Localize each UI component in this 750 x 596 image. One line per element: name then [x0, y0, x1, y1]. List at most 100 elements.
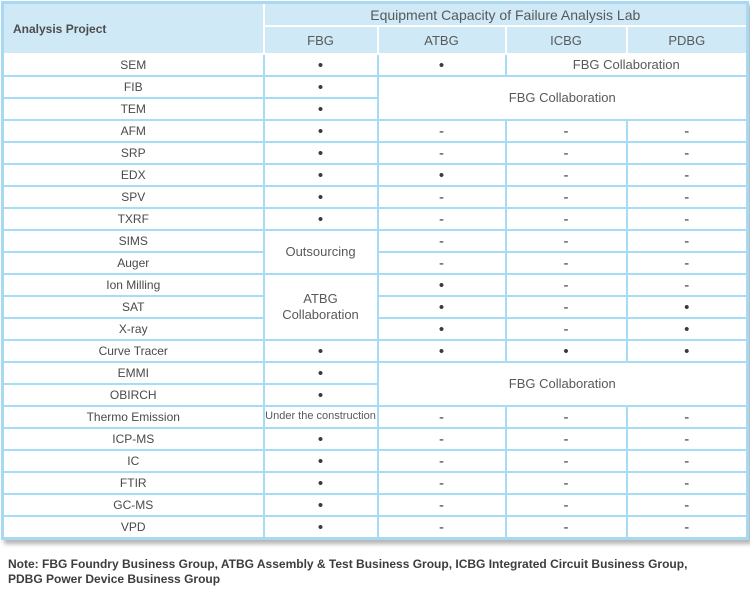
row-srp: SRP • - - - [1, 141, 749, 165]
cell-atbg: - [376, 251, 507, 275]
row-spv: SPV • - - - [1, 185, 749, 209]
col-header-icbg: ICBG [504, 25, 628, 55]
row-sat: SAT • - • [1, 295, 749, 319]
cell-atbg: - [376, 449, 507, 473]
cell-merged-collaboration: FBG Collaboration [376, 75, 749, 121]
row-icpms: ICP-MS • - - - [1, 427, 749, 451]
cell-fbg: • [262, 163, 379, 187]
footnote-line-1: Note: FBG Foundry Business Group, ATBG A… [8, 557, 688, 571]
cell-merged-collaboration: FBG Collaboration [504, 53, 749, 77]
cell-pdbg: - [625, 141, 749, 165]
cell-merged-collaboration: FBG Collaboration [376, 361, 749, 407]
row-label: Curve Tracer [1, 339, 265, 363]
cell-atbg: - [376, 141, 507, 165]
row-xray: X-ray • - • [1, 317, 749, 341]
cell-fbg: • [262, 339, 379, 363]
row-ftir: FTIR • - - - [1, 471, 749, 495]
cell-fbg: • [262, 515, 379, 540]
cell-icbg: - [504, 449, 628, 473]
cell-icbg: - [504, 427, 628, 451]
row-label: SAT [1, 295, 265, 319]
cell-fbg: • [262, 493, 379, 517]
row-label: EDX [1, 163, 265, 187]
cell-icbg: - [504, 185, 628, 209]
row-sem: SEM • • FBG Collaboration [1, 53, 749, 77]
cell-icbg: - [504, 317, 628, 341]
header-row-group: Analysis Project Equipment Capacity of F… [1, 1, 749, 55]
cell-icbg: - [504, 251, 628, 275]
cell-merged-collaboration: ATBG Collaboration [262, 273, 379, 341]
row-emmi: EMMI • FBG Collaboration [1, 361, 749, 407]
cell-atbg: • [376, 339, 507, 363]
row-label: Thermo Emission [1, 405, 265, 429]
cell-pdbg: - [625, 185, 749, 209]
row-edx: EDX • • - - [1, 163, 749, 187]
row-label: Ion Milling [1, 273, 265, 297]
cell-icbg: - [504, 229, 628, 253]
row-afm: AFM • - - - [1, 119, 749, 143]
cell-icbg: - [504, 295, 628, 319]
row-gcms: GC-MS • - - - [1, 493, 749, 517]
cell-fbg: • [262, 53, 379, 77]
row-label: FTIR [1, 471, 265, 495]
cell-icbg: - [504, 207, 628, 231]
cell-merged-outsourcing: Outsourcing [262, 229, 379, 275]
cell-fbg: • [262, 207, 379, 231]
footnote: Note: FBG Foundry Business Group, ATBG A… [8, 557, 750, 587]
row-ion-milling: Ion Milling ATBG Collaboration • - - [1, 273, 749, 341]
cell-fbg: • [262, 383, 379, 407]
row-obirch: OBIRCH • [1, 383, 748, 407]
group-header: Equipment Capacity of Failure Analysis L… [262, 1, 749, 27]
row-txrf: TXRF • - - - [1, 207, 749, 231]
cell-atbg: • [376, 295, 507, 319]
cell-atbg: - [376, 405, 507, 429]
cell-pdbg: - [625, 119, 749, 143]
cell-icbg: - [504, 471, 628, 495]
row-label: GC-MS [1, 493, 265, 517]
cell-icbg: - [504, 163, 628, 187]
footnote-line-2: PDBG Power Device Business Group [8, 572, 221, 586]
cell-under-construction: Under the construction [262, 405, 379, 429]
row-fib: FIB • FBG Collaboration [1, 75, 749, 121]
cell-pdbg: • [625, 339, 749, 363]
row-thermo-emission: Thermo Emission Under the construction -… [1, 405, 749, 429]
cell-atbg: • [376, 163, 507, 187]
cell-atbg: - [376, 427, 507, 451]
cell-pdbg: - [625, 273, 749, 297]
cell-pdbg: - [625, 229, 749, 253]
cell-atbg: - [376, 229, 507, 253]
cell-pdbg: - [625, 427, 749, 451]
cell-pdbg: - [625, 471, 749, 495]
row-label: AFM [1, 119, 265, 143]
cell-pdbg: - [625, 493, 749, 517]
cell-fbg: • [262, 141, 379, 165]
row-tem: TEM • [1, 97, 748, 121]
cell-atbg: - [376, 493, 507, 517]
cell-fbg: • [262, 361, 379, 385]
row-label: OBIRCH [1, 383, 265, 407]
cell-pdbg: - [625, 515, 749, 540]
cell-icbg: - [504, 273, 628, 297]
cell-atbg: - [376, 119, 507, 143]
row-label: SPV [1, 185, 265, 209]
cell-icbg: - [504, 119, 628, 143]
cell-pdbg: - [625, 163, 749, 187]
cell-pdbg: - [625, 449, 749, 473]
cell-pdbg: - [625, 207, 749, 231]
header-row-columns: FBG ATBG ICBG PDBG [3, 25, 749, 55]
row-label: SIMS [1, 229, 265, 253]
row-label: IC [1, 449, 265, 473]
row-label: EMMI [1, 361, 265, 385]
cell-fbg: • [262, 185, 379, 209]
col-header-pdbg: PDBG [625, 25, 749, 55]
cell-atbg: - [376, 207, 507, 231]
cell-fbg: • [262, 427, 379, 451]
cell-atbg: - [376, 515, 507, 540]
cell-icbg: - [504, 405, 628, 429]
cell-fbg: • [262, 449, 379, 473]
cell-fbg: • [262, 75, 379, 99]
failure-analysis-capacity-table: Analysis Project Equipment Capacity of F… [1, 1, 750, 540]
cell-pdbg: • [625, 317, 749, 341]
row-sims: SIMS Outsourcing - - - [1, 229, 749, 275]
